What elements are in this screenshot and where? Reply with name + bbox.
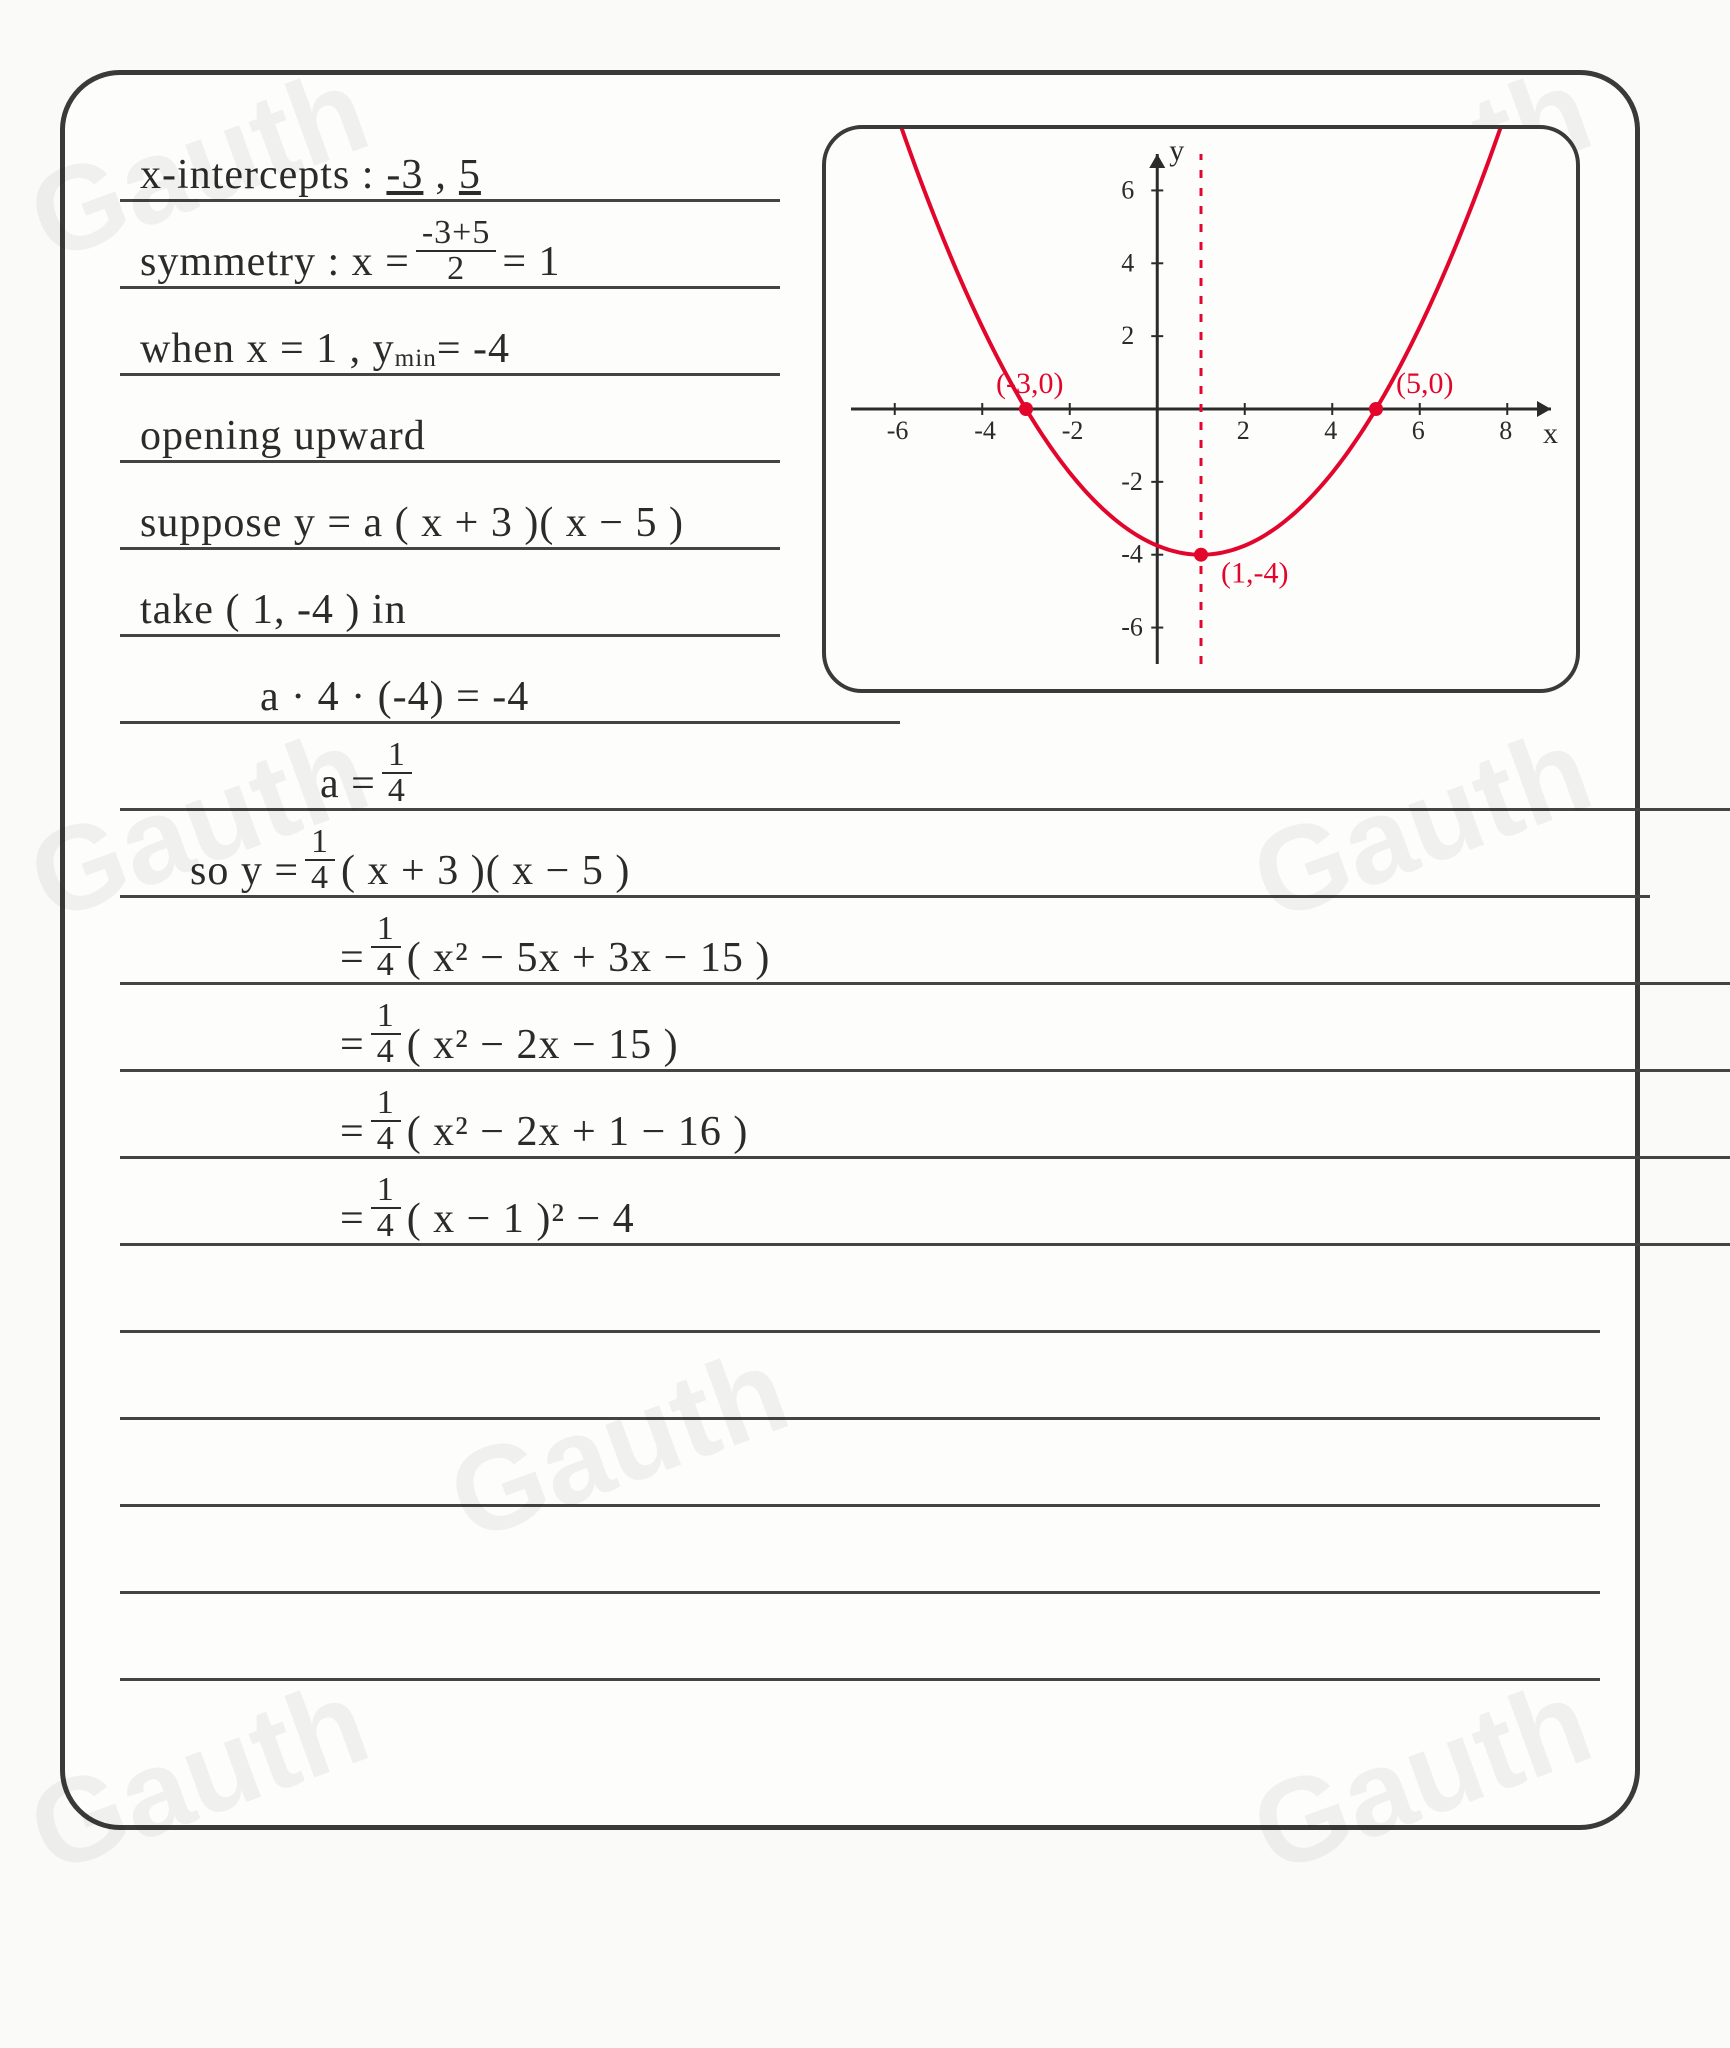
svg-text:4: 4 (1121, 248, 1134, 277)
line2-post: = 1 (502, 238, 560, 286)
line2-pre: symmetry : x = (140, 238, 410, 286)
fraction: 1 4 (371, 1173, 401, 1243)
watermark: Gauth (12, 1652, 385, 1900)
line13-post: ( x − 1 )² − 4 (407, 1195, 635, 1243)
svg-text:(-3,0): (-3,0) (996, 367, 1063, 400)
parabola-chart: x y -6 -4 -2 2 4 6 8 -6 -4 -2 2 4 6 (-3,0) (5,0) (1,-4) (822, 125, 1580, 693)
svg-text:8: 8 (1499, 416, 1512, 445)
svg-text:(1,-4): (1,-4) (1221, 557, 1288, 590)
fraction: 1 4 (371, 1086, 401, 1156)
text-line: x-intercepts : -3, 5 (120, 115, 780, 202)
fraction: -3+5 2 (416, 216, 497, 286)
svg-text:6: 6 (1412, 416, 1425, 445)
text-line: when x = 1 , ymin = -4 (120, 289, 780, 376)
svg-text:y: y (1169, 134, 1184, 167)
svg-text:6: 6 (1121, 175, 1134, 204)
svg-text:2: 2 (1121, 321, 1134, 350)
text-line: suppose y = a ( x + 3 )( x − 5 ) (120, 463, 780, 550)
svg-text:-6: -6 (1121, 613, 1143, 642)
line10-pre: = (340, 934, 365, 982)
svg-text:(5,0): (5,0) (1396, 367, 1453, 400)
line6: take ( 1, -4 ) in (140, 586, 407, 634)
text-line: = 1 4 ( x − 1 )² − 4 (120, 1159, 1730, 1246)
svg-text:4: 4 (1324, 416, 1337, 445)
notebook-sheet: Gauth Gauth Gauth Gauth Gauth Gauth Gaut… (60, 70, 1640, 1830)
line8-pre: a = (320, 760, 376, 808)
svg-text:x: x (1543, 417, 1558, 450)
text-line: so y = 1 4 ( x + 3 )( x − 5 ) (120, 811, 1650, 898)
line12-pre: = (340, 1108, 365, 1156)
text-line: opening upward (120, 376, 780, 463)
line11-pre: = (340, 1021, 365, 1069)
line11-post: ( x² − 2x − 15 ) (407, 1021, 679, 1069)
chart-svg: x y -6 -4 -2 2 4 6 8 -6 -4 -2 2 4 6 (-3,0) (5,0) (1,-4) (826, 129, 1576, 689)
line12-post: ( x² − 2x + 1 − 16 ) (407, 1108, 749, 1156)
svg-text:-2: -2 (1062, 416, 1084, 445)
line13-pre: = (340, 1195, 365, 1243)
text-line: a · 4 · (-4) = -4 (120, 637, 900, 724)
fraction: 1 4 (305, 825, 335, 895)
text-line: symmetry : x = -3+5 2 = 1 (120, 202, 780, 289)
fraction: 1 4 (371, 912, 401, 982)
line1-a: -3 (386, 151, 423, 199)
blank-line (120, 1246, 1600, 1333)
line9-pre: so y = (190, 847, 299, 895)
blank-line (120, 1594, 1600, 1681)
fraction: 1 4 (371, 999, 401, 1069)
svg-text:-2: -2 (1121, 467, 1143, 496)
watermark: Gauth (1235, 1652, 1608, 1900)
blank-line (120, 1333, 1600, 1420)
line7: a · 4 · (-4) = -4 (260, 673, 529, 721)
line10-post: ( x² − 5x + 3x − 15 ) (407, 934, 771, 982)
text-line: = 1 4 ( x² − 5x + 3x − 15 ) (120, 898, 1730, 985)
fraction: 1 4 (382, 738, 412, 808)
text-line: a = 1 4 (120, 724, 1730, 811)
line3-post: = -4 (437, 325, 510, 373)
line9-post: ( x + 3 )( x − 5 ) (341, 847, 630, 895)
blank-line (120, 1420, 1600, 1507)
svg-text:2: 2 (1237, 416, 1250, 445)
line5: suppose y = a ( x + 3 )( x − 5 ) (140, 499, 684, 547)
svg-text:-6: -6 (887, 416, 909, 445)
svg-text:-4: -4 (974, 416, 996, 445)
text-line: = 1 4 ( x² − 2x + 1 − 16 ) (120, 1072, 1730, 1159)
text-line: = 1 4 ( x² − 2x − 15 ) (120, 985, 1730, 1072)
line1-pre: x-intercepts : (140, 151, 374, 199)
line1-b: 5 (459, 151, 481, 199)
text-line: take ( 1, -4 ) in (120, 550, 780, 637)
blank-line (120, 1507, 1600, 1594)
line3-pre: when x = 1 , y (140, 325, 395, 373)
svg-text:-4: -4 (1121, 540, 1143, 569)
line4: opening upward (140, 412, 426, 460)
